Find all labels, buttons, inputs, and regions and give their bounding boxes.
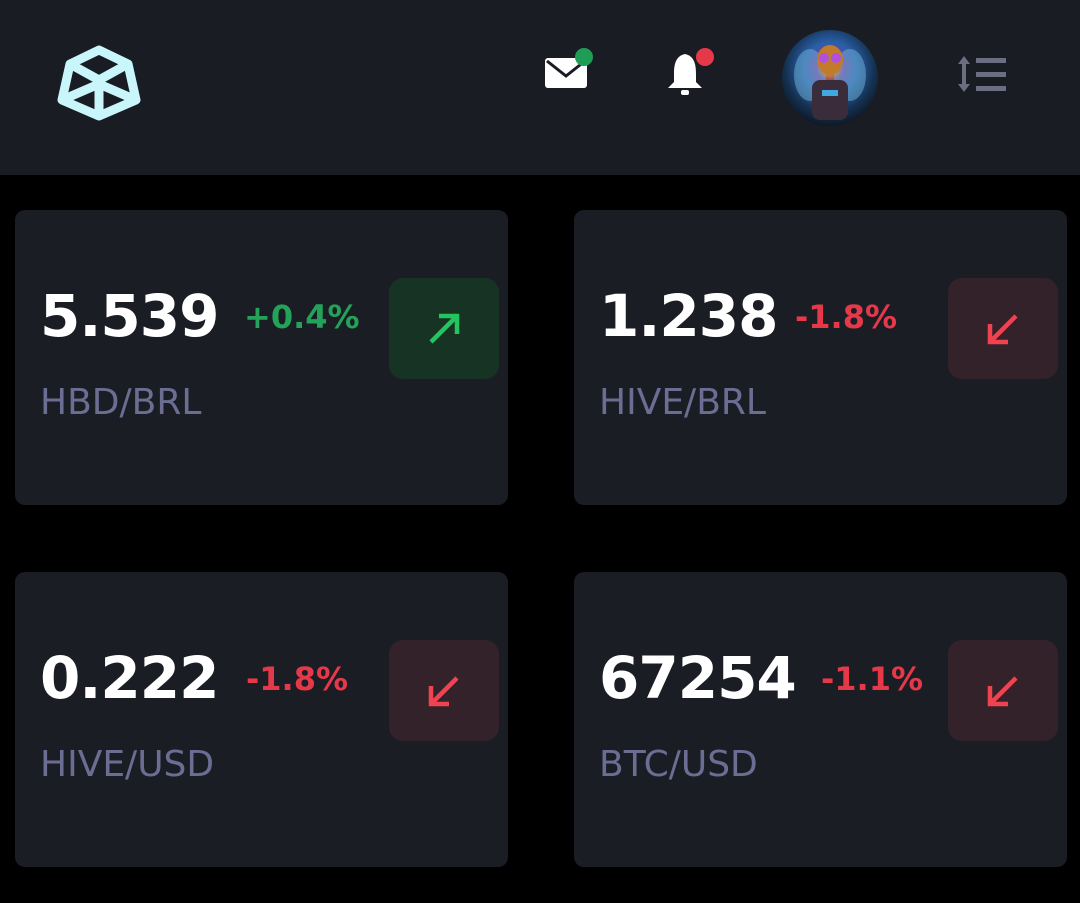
trend-badge (948, 278, 1058, 379)
ticker-pair: BTC/USD (599, 744, 758, 785)
avatar-image (794, 45, 866, 120)
ticker-card[interactable]: 1.238 -1.8% HIVE/BRL (574, 210, 1067, 505)
ticker-price: 0.222 (40, 644, 219, 712)
notifications-button[interactable] (665, 48, 714, 96)
arrow-down-left-icon (987, 675, 1018, 706)
sort-list-icon (958, 56, 1006, 92)
ticker-change: -1.8% (795, 298, 898, 336)
ticker-change: -1.1% (821, 660, 924, 698)
ticker-card[interactable]: 67254 -1.1% BTC/USD (574, 572, 1067, 867)
arrow-down-left-icon (428, 675, 459, 706)
sort-menu-button[interactable] (956, 54, 1008, 94)
ticker-price: 67254 (599, 644, 797, 712)
trend-badge (948, 640, 1058, 741)
trend-badge (389, 278, 499, 379)
ticker-card[interactable]: 0.222 -1.8% HIVE/USD (15, 572, 508, 867)
ticker-pair: HIVE/USD (40, 744, 215, 785)
mail-button[interactable] (545, 48, 593, 90)
arrow-up-right-icon (429, 313, 460, 344)
arrow-down-left-icon (987, 313, 1018, 344)
ticker-change: +0.4% (244, 298, 360, 336)
ticker-pair: HBD/BRL (40, 382, 202, 423)
ticker-card[interactable]: 5.539 +0.4% HBD/BRL (15, 210, 508, 505)
mail-notification-badge (575, 48, 593, 66)
ticker-change: -1.8% (246, 660, 349, 698)
user-avatar[interactable] (782, 30, 878, 126)
bell-notification-badge (696, 48, 714, 66)
top-header (0, 0, 1080, 175)
bell-icon (668, 54, 702, 95)
mail-icon (545, 58, 587, 88)
trend-badge (389, 640, 499, 741)
ticker-price: 1.238 (599, 282, 778, 350)
logo-icon[interactable] (56, 44, 142, 122)
ticker-price: 5.539 (40, 282, 219, 350)
ticker-pair: HIVE/BRL (599, 382, 766, 423)
